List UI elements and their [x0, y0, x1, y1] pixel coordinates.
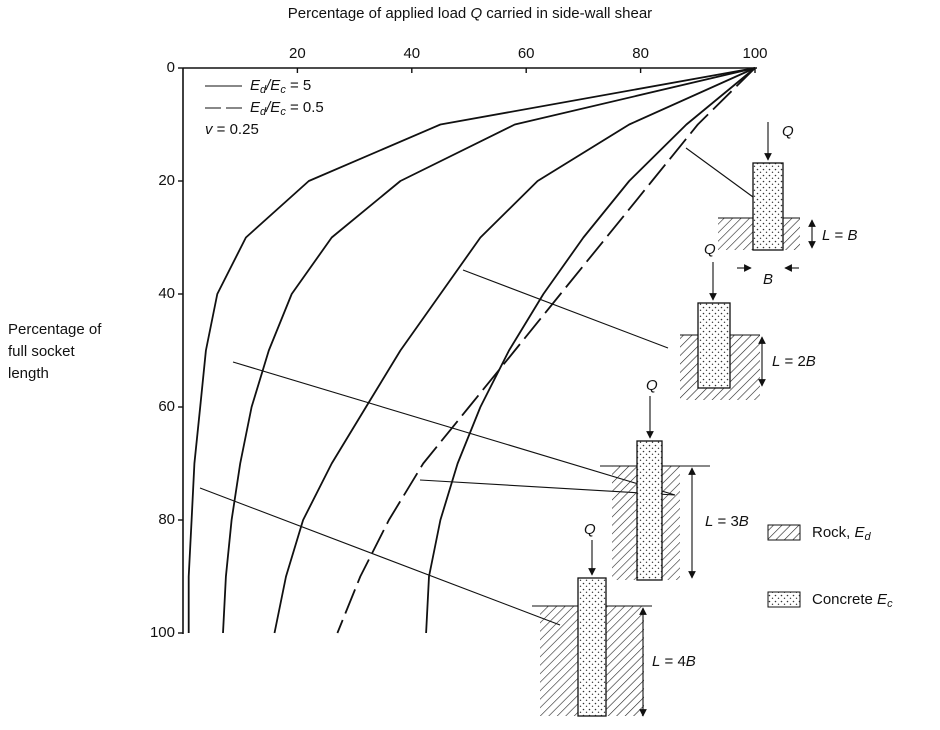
length-label: L = 4B: [652, 653, 696, 670]
concrete-swatch: [767, 591, 801, 608]
legend-label: Ed/Ec = 5: [250, 77, 311, 96]
length-label: L = B: [822, 227, 857, 244]
y-tick-label: 80: [158, 511, 175, 528]
y-axis-title: full socket: [8, 343, 76, 360]
y-tick-label: 20: [158, 172, 175, 189]
curve: [273, 67, 756, 634]
y-tick-label: 0: [167, 59, 175, 76]
x-tick-label: 80: [632, 45, 649, 62]
leaders: [199, 147, 754, 626]
y-tick-label: 60: [158, 398, 175, 415]
y-tick-label: 40: [158, 285, 175, 302]
load-label: Q: [584, 521, 596, 538]
load-label: Q: [646, 377, 658, 394]
y-axis-title: length: [8, 365, 49, 382]
x-tick-label: 100: [742, 45, 767, 62]
curve: [222, 67, 756, 634]
legend-label: Ed/Ec = 0.5: [250, 99, 324, 118]
length-label: L = 2B: [772, 353, 816, 370]
material-label: Concrete Ec: [812, 591, 893, 610]
curve: [187, 67, 756, 633]
poisson-label: v = 0.25: [205, 121, 259, 138]
x-tick-label: 40: [403, 45, 420, 62]
load-label: Q: [704, 241, 716, 258]
x-tick-label: 60: [518, 45, 535, 62]
socket-sketch: [532, 540, 652, 717]
socket-sketch: [680, 262, 766, 400]
material-label: Rock, Ed: [812, 524, 872, 543]
width-label: B: [763, 271, 773, 288]
chart-title: Percentage of applied load Q carried in …: [288, 5, 652, 22]
socket-sketch: [718, 122, 816, 272]
length-label: L = 3B: [705, 513, 749, 530]
load-label: Q: [782, 123, 794, 140]
y-tick-label: 100: [150, 624, 175, 641]
rock-swatch: [767, 524, 801, 541]
curve: [336, 67, 756, 634]
x-tick-label: 20: [289, 45, 306, 62]
y-axis-title: Percentage of: [8, 321, 102, 338]
curve: [425, 67, 756, 634]
socket-sketch: [600, 396, 710, 581]
